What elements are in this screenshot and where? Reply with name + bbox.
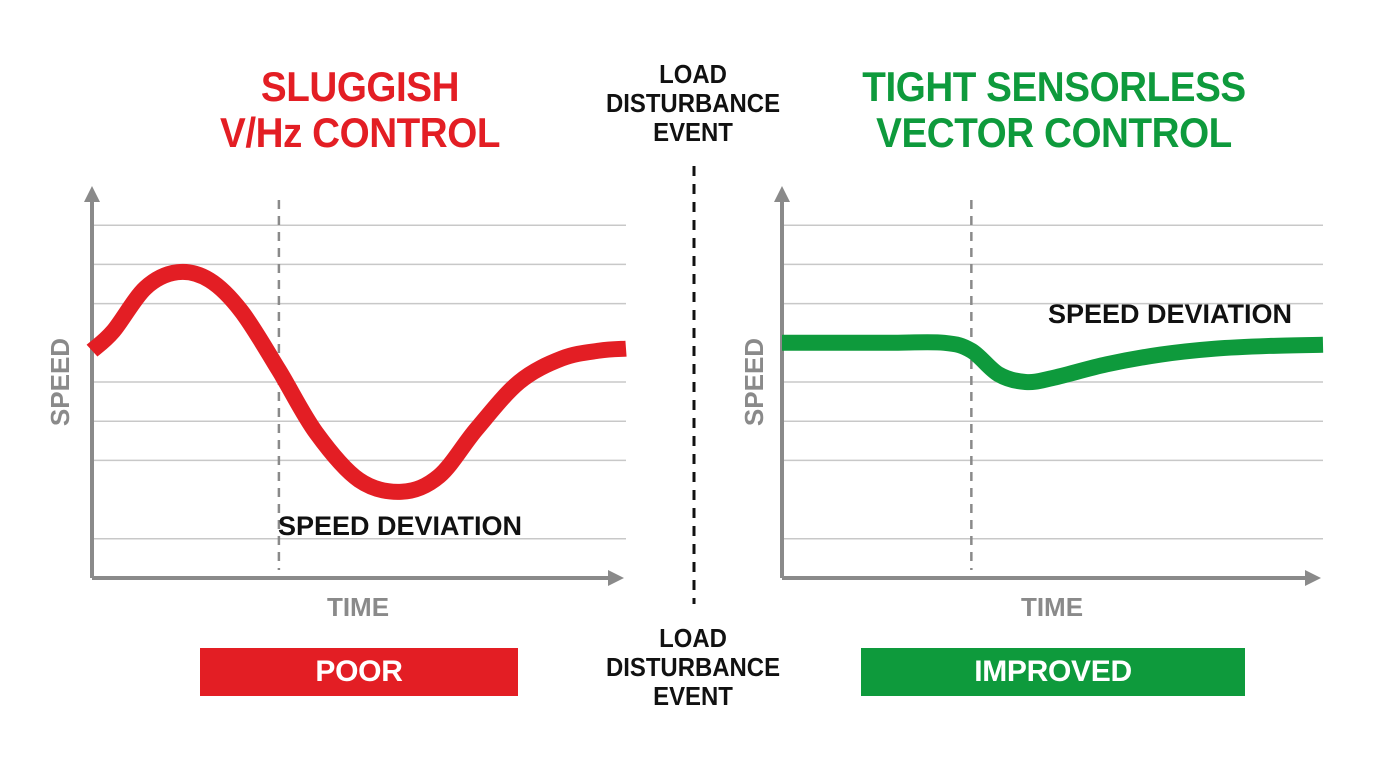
improved-performance-badge: IMPROVED PERFORMANCE bbox=[861, 648, 1245, 736]
speed-series-line bbox=[781, 334, 1324, 391]
right-title-line-2: VECTOR CONTROL bbox=[876, 109, 1232, 156]
x-axis-arrow-icon bbox=[1305, 570, 1321, 586]
right-chart-title: TIGHT SENSORLESS VECTOR CONTROL bbox=[833, 64, 1275, 156]
right-title-line-1: TIGHT SENSORLESS bbox=[862, 63, 1246, 110]
x-axis-label: TIME bbox=[327, 592, 389, 622]
center-top-line-2: DISTURBANCE bbox=[605, 88, 781, 118]
center-top-line-3: EVENT bbox=[653, 117, 733, 147]
left-title-line-2: V/Hz CONTROL bbox=[220, 109, 500, 156]
y-axis-arrow-icon bbox=[774, 186, 790, 202]
x-axis-arrow-icon bbox=[608, 570, 624, 586]
x-axis-label: TIME bbox=[1021, 592, 1083, 622]
center-top-label: LOAD DISTURBANCE EVENT bbox=[596, 60, 789, 147]
y-axis-arrow-icon bbox=[84, 186, 100, 202]
speed-deviation-annotation: SPEED DEVIATION bbox=[278, 511, 522, 541]
speed-deviation-annotation: SPEED DEVIATION bbox=[1048, 299, 1292, 329]
center-bottom-line-2: DISTURBANCE bbox=[605, 652, 781, 682]
left-title-line-1: SLUGGISH bbox=[260, 63, 460, 110]
center-bottom-label: LOAD DISTURBANCE EVENT bbox=[596, 624, 789, 711]
center-bottom-line-1: LOAD bbox=[659, 623, 727, 653]
speed-series-line bbox=[86, 263, 627, 500]
y-axis-label: SPEED bbox=[45, 338, 75, 426]
y-axis-label: SPEED bbox=[739, 338, 769, 426]
center-bottom-line-3: EVENT bbox=[653, 681, 733, 711]
center-top-line-1: LOAD bbox=[659, 59, 727, 89]
left-chart-title: SLUGGISH V/Hz CONTROL bbox=[176, 64, 544, 156]
poor-performance-badge: POOR PERFORMANCE bbox=[200, 648, 518, 736]
